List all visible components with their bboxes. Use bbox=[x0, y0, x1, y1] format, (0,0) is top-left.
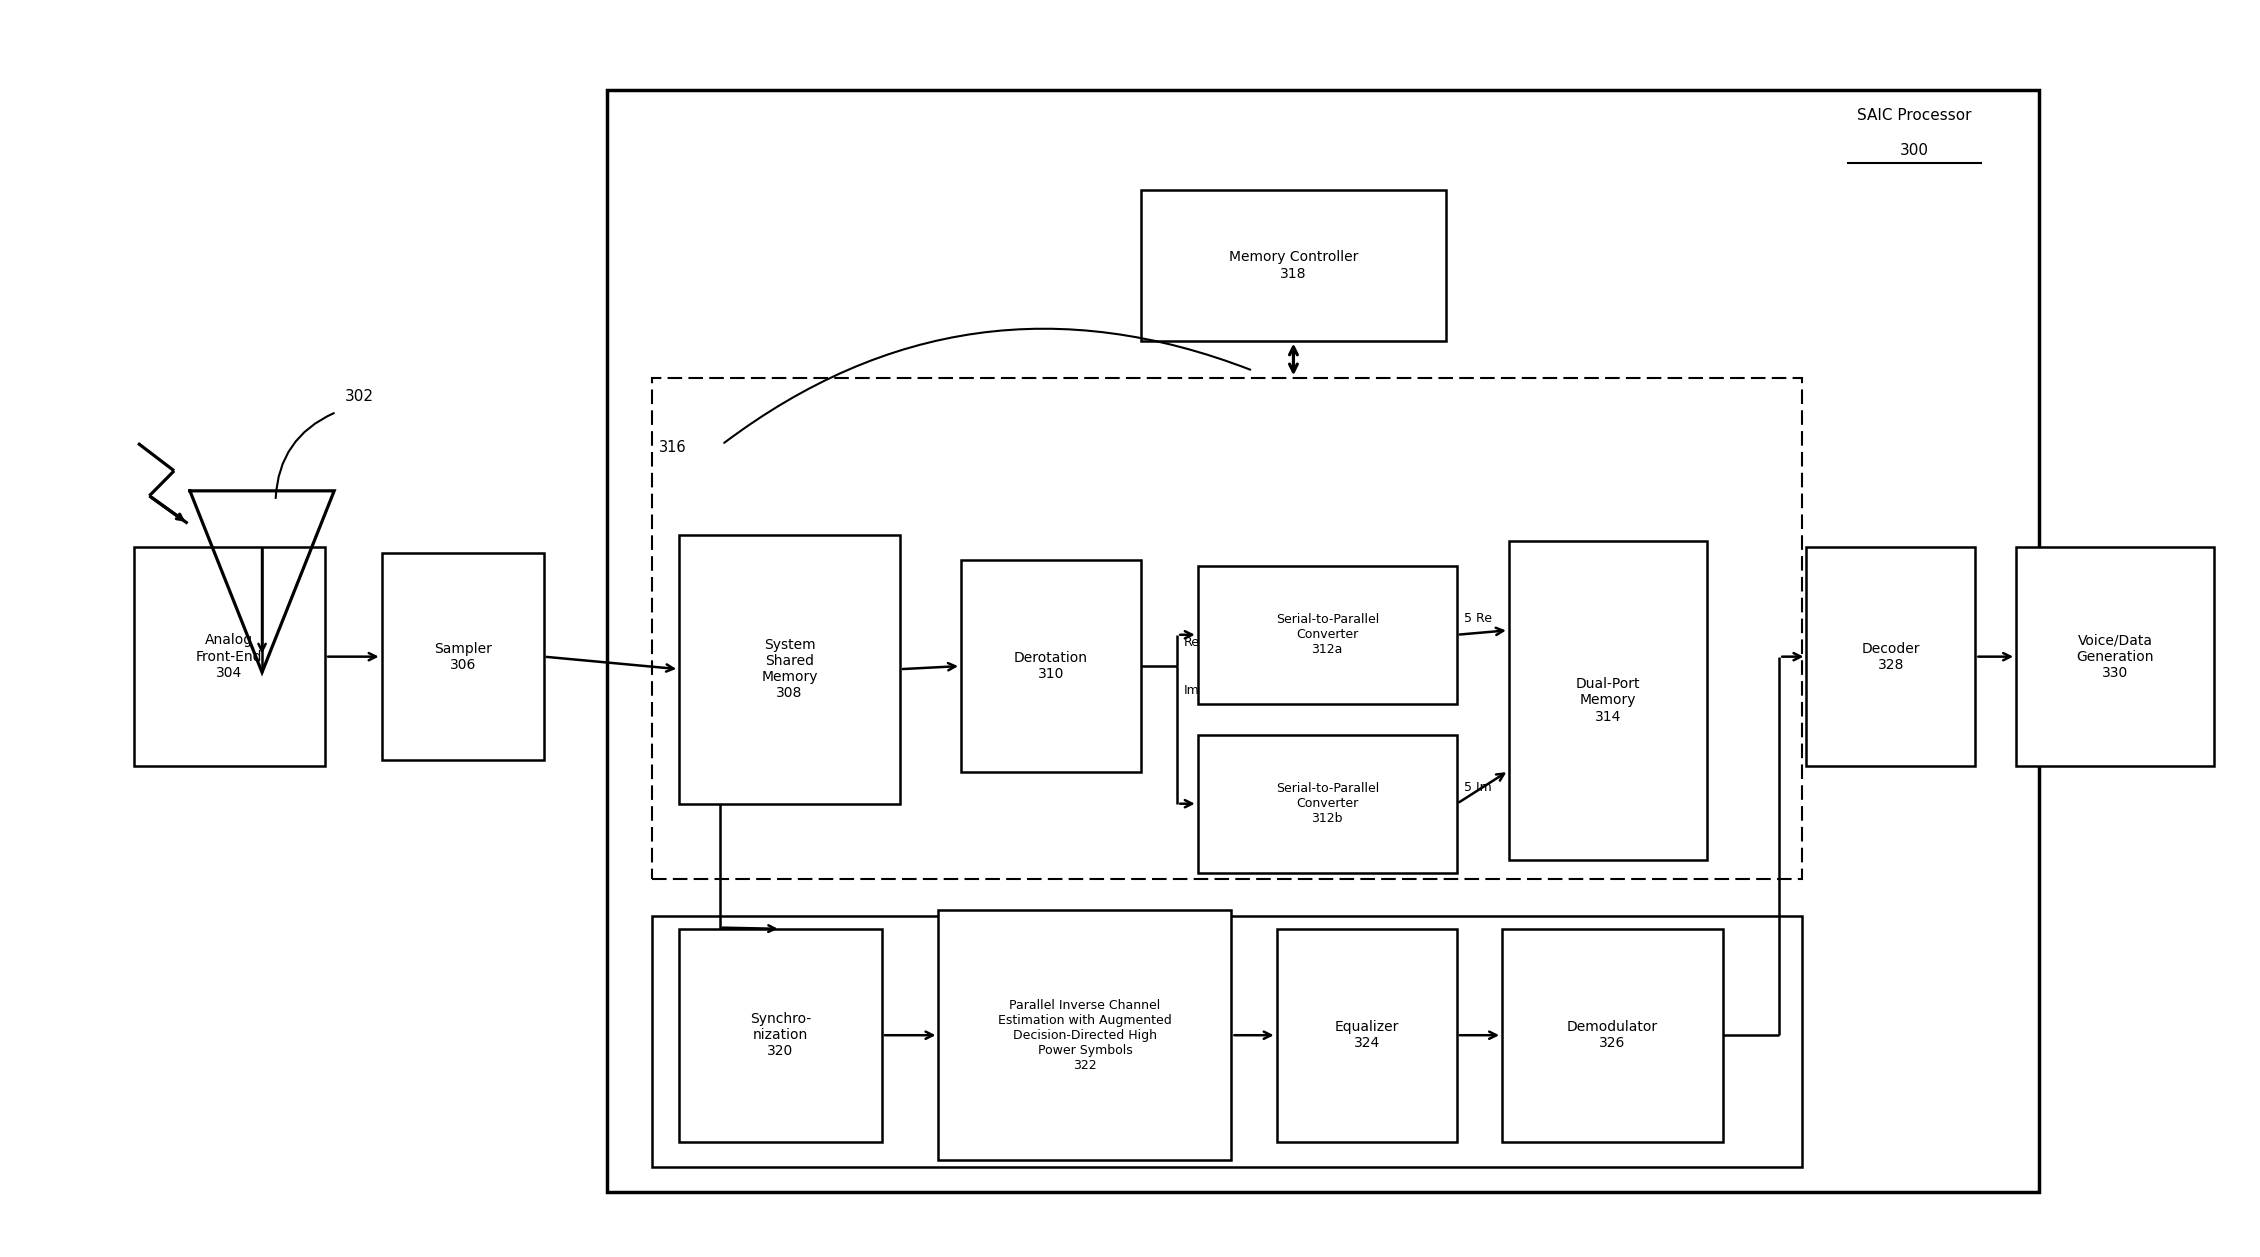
Text: Sampler
306: Sampler 306 bbox=[434, 641, 493, 671]
Text: Memory Controller
318: Memory Controller 318 bbox=[1229, 250, 1358, 280]
Bar bbox=[653, 916, 1801, 1166]
Bar bbox=[2016, 547, 2215, 767]
Bar bbox=[1198, 566, 1458, 704]
Text: Decoder
328: Decoder 328 bbox=[1862, 641, 1921, 671]
Bar bbox=[1277, 929, 1458, 1141]
Text: 302: 302 bbox=[344, 390, 373, 405]
FancyArrowPatch shape bbox=[723, 329, 1250, 442]
Text: Serial-to-Parallel
Converter
312b: Serial-to-Parallel Converter 312b bbox=[1275, 782, 1379, 825]
Bar bbox=[133, 547, 325, 767]
Text: Equalizer
324: Equalizer 324 bbox=[1333, 1021, 1399, 1051]
Bar bbox=[653, 378, 1801, 879]
Bar bbox=[1503, 929, 1722, 1141]
Text: Synchro-
nization
320: Synchro- nization 320 bbox=[750, 1012, 811, 1058]
Text: Parallel Inverse Channel
Estimation with Augmented
Decision-Directed High
Power : Parallel Inverse Channel Estimation with… bbox=[999, 999, 1171, 1072]
Text: 5 Re: 5 Re bbox=[1464, 612, 1492, 625]
Bar bbox=[1198, 735, 1458, 872]
Text: Dual-Port
Memory
314: Dual-Port Memory 314 bbox=[1575, 678, 1641, 724]
Bar bbox=[1806, 547, 1975, 767]
Bar bbox=[678, 534, 899, 803]
Bar bbox=[608, 91, 2039, 1192]
Text: SAIC Processor: SAIC Processor bbox=[1858, 108, 1971, 123]
Text: Demodulator
326: Demodulator 326 bbox=[1566, 1021, 1659, 1051]
Bar bbox=[960, 559, 1141, 772]
Text: 300: 300 bbox=[1901, 143, 1930, 158]
Text: Re: Re bbox=[1184, 636, 1200, 649]
Text: Derotation
310: Derotation 310 bbox=[1015, 651, 1087, 681]
Text: Serial-to-Parallel
Converter
312a: Serial-to-Parallel Converter 312a bbox=[1275, 613, 1379, 656]
Bar bbox=[382, 553, 545, 760]
Bar bbox=[1141, 191, 1446, 341]
Text: Im: Im bbox=[1184, 684, 1200, 696]
Text: Analog
Front-End
304: Analog Front-End 304 bbox=[197, 634, 262, 680]
Bar bbox=[1510, 541, 1706, 860]
Bar bbox=[938, 910, 1232, 1160]
Text: 5 Im: 5 Im bbox=[1464, 781, 1492, 794]
Text: 316: 316 bbox=[660, 440, 687, 455]
FancyArrowPatch shape bbox=[276, 414, 334, 498]
Text: Voice/Data
Generation
330: Voice/Data Generation 330 bbox=[2077, 634, 2154, 680]
Bar bbox=[678, 929, 881, 1141]
Text: System
Shared
Memory
308: System Shared Memory 308 bbox=[762, 637, 818, 700]
